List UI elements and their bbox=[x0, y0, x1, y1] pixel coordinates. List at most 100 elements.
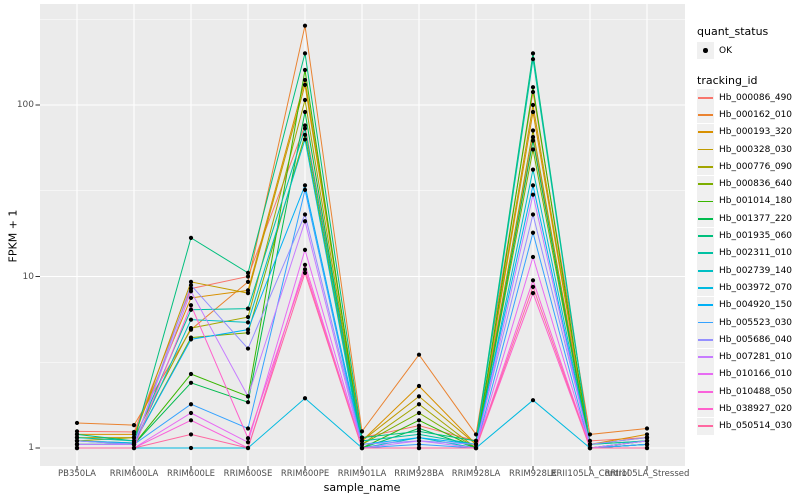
data-point bbox=[188, 283, 194, 288]
data-point bbox=[530, 291, 536, 296]
data-point bbox=[416, 426, 422, 431]
data-point bbox=[416, 438, 422, 444]
data-point bbox=[302, 212, 308, 217]
data-point bbox=[245, 320, 251, 325]
data-point bbox=[131, 435, 137, 440]
legend-item-label: Hb_003972_070 bbox=[719, 282, 793, 293]
data-point bbox=[188, 402, 194, 407]
ok-point-icon bbox=[703, 48, 708, 53]
legend-item-Hb_001377_220: Hb_001377_220 bbox=[697, 210, 799, 228]
data-point bbox=[74, 420, 80, 426]
data-point bbox=[131, 432, 137, 437]
data-point bbox=[416, 383, 422, 389]
data-point bbox=[416, 402, 422, 407]
legend-item-label: Hb_007281_010 bbox=[719, 352, 793, 363]
data-point bbox=[245, 445, 251, 451]
data-point bbox=[245, 279, 251, 285]
data-point bbox=[74, 429, 80, 434]
legend-key bbox=[697, 89, 714, 107]
data-point bbox=[188, 279, 194, 285]
data-point bbox=[302, 396, 308, 401]
data-point bbox=[359, 442, 365, 447]
data-point bbox=[530, 192, 536, 197]
legend-item-Hb_005686_040: Hb_005686_040 bbox=[697, 331, 799, 349]
data-point bbox=[74, 445, 80, 451]
legend-line-swatch bbox=[698, 304, 713, 307]
data-point bbox=[473, 438, 479, 444]
x-tick-label-RRIM901LA: RRIM901LA bbox=[337, 469, 387, 479]
data-point bbox=[530, 278, 536, 283]
data-point bbox=[74, 432, 80, 437]
data-point bbox=[302, 247, 308, 252]
legend-key bbox=[697, 417, 714, 435]
legend-key bbox=[697, 279, 714, 297]
data-point bbox=[359, 435, 365, 440]
data-point bbox=[530, 128, 536, 133]
legend-item-Hb_007281_010: Hb_007281_010 bbox=[697, 348, 799, 366]
x-tick-label-RRIM928LA: RRIM928LA bbox=[451, 469, 501, 479]
data-point bbox=[359, 438, 365, 444]
x-tick-label-RRIM928LE: RRIM928LE bbox=[509, 469, 557, 479]
data-point bbox=[473, 445, 479, 451]
legend-line-swatch bbox=[698, 114, 713, 116]
legend-item-label: Hb_038927_020 bbox=[719, 403, 793, 414]
y-axis-title: FPKM + 1 bbox=[6, 209, 20, 263]
data-point bbox=[359, 445, 365, 451]
data-point bbox=[302, 270, 308, 275]
data-point bbox=[530, 147, 536, 152]
legend-key bbox=[697, 314, 714, 331]
legend-item-label: Hb_001377_220 bbox=[719, 213, 793, 224]
data-point bbox=[530, 85, 536, 90]
data-point bbox=[131, 422, 137, 428]
legend-key bbox=[697, 331, 714, 349]
data-point bbox=[245, 436, 251, 441]
legend-item-label: Hb_000836_640 bbox=[719, 179, 793, 190]
legend-item-Hb_002311_010: Hb_002311_010 bbox=[697, 244, 799, 262]
legend-item-Hb_004920_150: Hb_004920_150 bbox=[697, 296, 799, 314]
legend-line-swatch bbox=[698, 183, 713, 186]
legend-item-label: Hb_010166_010 bbox=[719, 369, 793, 380]
legend-item-label: Hb_005686_040 bbox=[719, 334, 793, 345]
data-point bbox=[188, 235, 194, 240]
x-tick-label-RRII105LA_Control: RRII105LA_Control bbox=[550, 469, 630, 479]
legend-item-Hb_000776_090: Hb_000776_090 bbox=[697, 158, 799, 176]
x-tick-label-RRII105LA_Stressed: RRII105LA_Stressed bbox=[604, 469, 690, 479]
legend-item-label: Hb_000193_320 bbox=[719, 127, 793, 138]
legend-item-label: Hb_001935_060 bbox=[719, 231, 793, 242]
data-point bbox=[302, 137, 308, 142]
data-point bbox=[644, 445, 650, 451]
data-point bbox=[131, 442, 137, 447]
legend-line-swatch bbox=[698, 373, 713, 376]
legend-line-swatch bbox=[698, 252, 713, 255]
legend-key bbox=[697, 227, 714, 245]
legend-line-swatch bbox=[698, 235, 713, 237]
legend-quant-status-title: quant_status bbox=[697, 25, 769, 38]
data-point bbox=[188, 380, 194, 385]
legend: quant_status OK tracking_id Hb_000086_49… bbox=[697, 24, 799, 435]
data-point bbox=[245, 306, 251, 311]
legend-key bbox=[697, 192, 714, 210]
data-point bbox=[302, 123, 308, 128]
data-point bbox=[302, 219, 308, 224]
legend-key bbox=[697, 296, 714, 314]
data-point bbox=[530, 167, 536, 172]
legend-item-label: Hb_001014_180 bbox=[719, 196, 793, 207]
legend-line-swatch bbox=[698, 287, 713, 289]
legend-item-label: Hb_000086_490 bbox=[719, 92, 793, 103]
data-point bbox=[530, 183, 536, 188]
data-point bbox=[245, 327, 251, 332]
legend-line-swatch bbox=[698, 131, 713, 134]
data-point bbox=[644, 432, 650, 437]
legend-item-Hb_000193_320: Hb_000193_320 bbox=[697, 123, 799, 141]
data-point bbox=[245, 270, 251, 275]
data-point bbox=[473, 442, 479, 447]
legend-key bbox=[697, 365, 714, 383]
legend-item-Hb_038927_020: Hb_038927_020 bbox=[697, 400, 799, 418]
data-point bbox=[302, 23, 308, 28]
x-tick-label-RRIM600PE: RRIM600PE bbox=[280, 469, 330, 479]
data-point bbox=[530, 284, 536, 289]
legend-line-swatch bbox=[698, 338, 713, 341]
data-point bbox=[530, 102, 536, 108]
data-point bbox=[416, 429, 422, 434]
legend-item-Hb_000086_490: Hb_000086_490 bbox=[697, 89, 799, 107]
